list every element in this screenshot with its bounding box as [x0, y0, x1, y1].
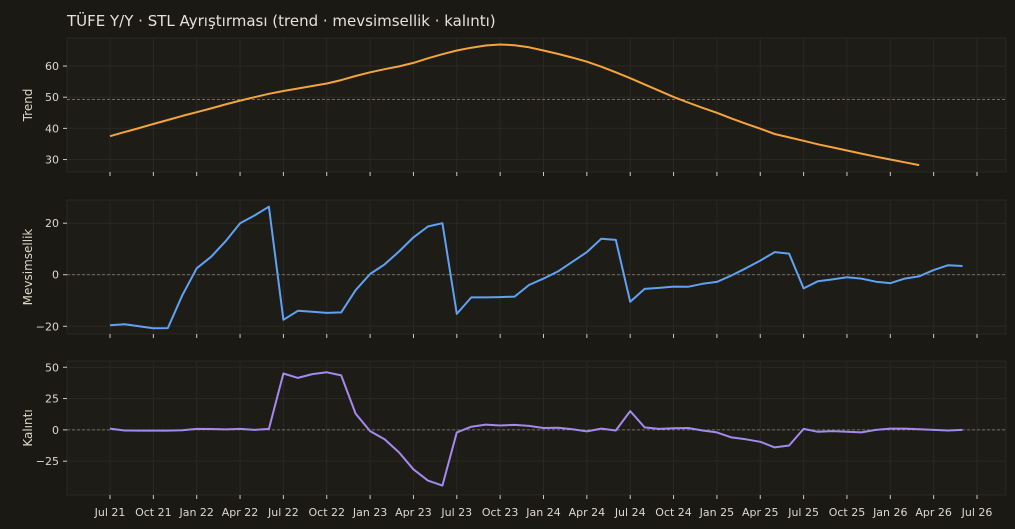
x-tick-label: Oct 21 [135, 506, 172, 519]
y-tick-label: 40 [45, 122, 59, 135]
chart-title: TÜFE Y/Y · STL Ayrıştırması (trend · mev… [66, 11, 496, 30]
x-tick-label: Apr 26 [915, 506, 952, 519]
x-tick-label: Jul 21 [94, 506, 126, 519]
panel-seasonal-background [66, 199, 1007, 335]
x-tick-label: Jan 26 [872, 506, 907, 519]
x-axis: Jul 21 Oct 21 Jan 22 Apr 22 Jul 22 Oct 22 Jan … [94, 506, 993, 519]
y-tick-label: 60 [45, 60, 59, 73]
x-tick-label: Oct 23 [482, 506, 519, 519]
x-tick-label: Apr 23 [395, 506, 432, 519]
panel-trend-ylabel: Trend [21, 89, 35, 123]
y-tick-label: 25 [45, 393, 59, 406]
x-tick-label: Apr 24 [569, 506, 606, 519]
panel-residual-ylabel: Kalıntı [21, 409, 35, 446]
x-tick-label: Jan 25 [699, 506, 734, 519]
x-tick-label: Jul 26 [961, 506, 993, 519]
y-tick-label: 0 [52, 424, 59, 437]
x-tick-label: Jul 24 [614, 506, 646, 519]
panel-trend-background [66, 37, 1007, 173]
x-tick-label: Jul 25 [787, 506, 819, 519]
x-tick-label: Jul 23 [440, 506, 472, 519]
y-tick-label: −25 [36, 455, 59, 468]
x-tick-label: Oct 25 [829, 506, 866, 519]
x-tick-label: Apr 22 [222, 506, 259, 519]
panel-residual-background [66, 360, 1007, 496]
x-tick-label: Jan 24 [525, 506, 560, 519]
panel-trend: 30 40 50 60 Trend [21, 37, 1007, 176]
y-tick-label: 0 [52, 269, 59, 282]
panel-seasonal-ylabel: Mevsimsellik [21, 229, 35, 306]
y-tick-label: 50 [45, 91, 59, 104]
x-tick-label: Jul 22 [267, 506, 299, 519]
x-tick-label: Jan 22 [178, 506, 213, 519]
x-tick-label: Oct 22 [308, 506, 345, 519]
series-line-seasonal [109, 205, 963, 330]
x-tick-label: Apr 25 [742, 506, 779, 519]
x-tick-label: Jan 23 [352, 506, 387, 519]
y-tick-label: 30 [45, 154, 59, 167]
panel-residual: −25 0 25 50 Kalıntı [21, 360, 1007, 499]
y-tick-label: −20 [36, 320, 59, 333]
panel-seasonal: −20 0 20 Mevsimsellik [21, 199, 1007, 338]
x-tick-label: Oct 24 [655, 506, 692, 519]
y-tick-label: 20 [45, 217, 59, 230]
y-tick-label: 50 [45, 361, 59, 374]
series-line-residual [109, 371, 963, 487]
